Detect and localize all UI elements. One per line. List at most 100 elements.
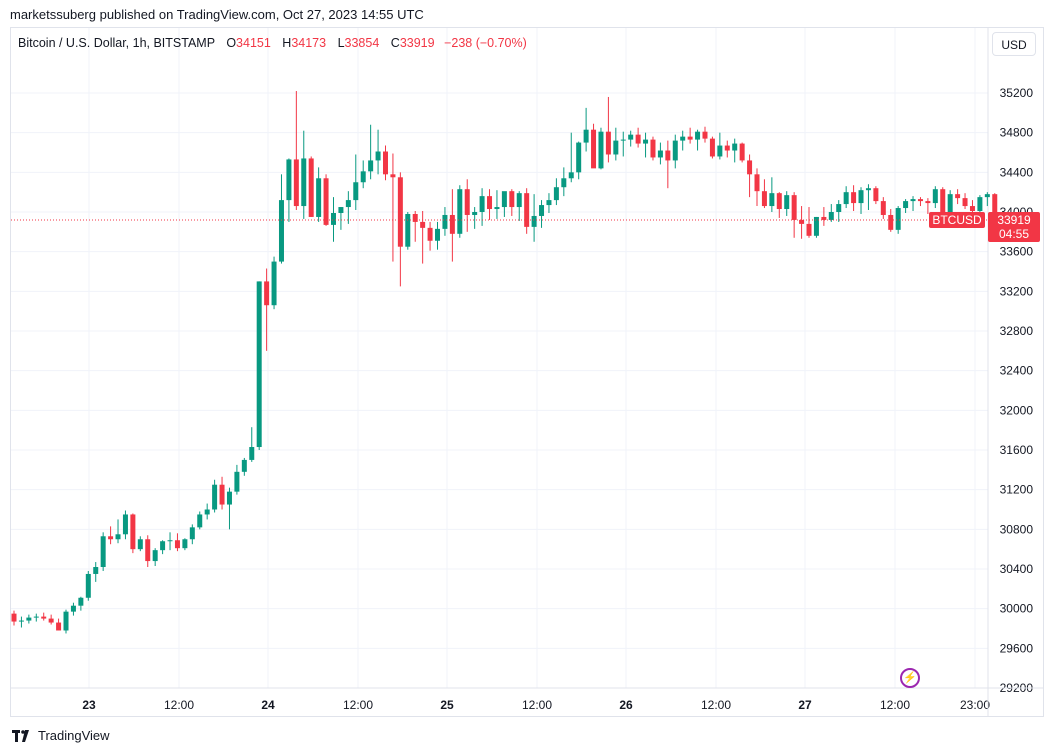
candle-body [524,193,530,227]
candle-body [724,145,730,151]
candle-body [687,136,693,140]
candle-body [219,484,225,505]
candle-body [776,193,782,210]
price-axis-label: 33200 [1000,284,1034,298]
candle-body [301,158,307,207]
candle-body [576,142,582,173]
time-axis-label: 12:00 [522,698,552,712]
candle-body [41,616,47,619]
candle-body [917,199,923,202]
tradingview-logo[interactable]: TradingView [12,728,110,743]
footer-brand: TradingView [38,728,110,743]
candle-body [405,213,411,247]
candle-body [11,613,17,622]
candle-body [48,618,54,623]
candle-body [26,617,32,621]
price-axis-label: 29600 [1000,641,1034,655]
candle-body [962,198,968,207]
time-axis-label: 12:00 [343,698,373,712]
time-axis-label: 26 [619,698,633,712]
candle-body [613,140,619,155]
candle-body [457,189,463,234]
candle-body [293,159,299,207]
candle-body [18,620,24,622]
candle-body [657,150,663,158]
candle-body [553,187,559,201]
candle-body [197,514,203,528]
candle-body [115,534,121,540]
candle-body [427,227,433,241]
candle-body [650,139,656,158]
candle-body [769,193,775,207]
lightning-icon[interactable]: ⚡ [900,668,920,688]
candle-body [241,459,247,472]
candle-body [672,140,678,161]
candle-body [940,189,946,214]
candle-body [308,158,314,217]
price-axis-label: 30400 [1000,562,1034,576]
price-axis-label: 31200 [1000,483,1034,497]
candle-body [212,484,218,510]
candle-body [806,223,812,236]
candle-body [383,151,388,175]
candle-body [286,159,292,201]
candle-body [56,622,62,631]
candle-body [271,261,277,306]
candle-body [695,131,701,140]
candle-body [33,616,39,618]
price-axis-label: 30800 [1000,522,1034,536]
candle-body [932,189,938,204]
candle-body [717,145,723,157]
candle-body [709,138,715,157]
candle-body [747,160,753,175]
candle-body [702,131,708,139]
candle-body [977,197,983,212]
last-price-tag-bg [988,212,1040,243]
candle-body [791,195,797,220]
time-axis-label: 25 [440,698,454,712]
candle-body [442,214,448,229]
candle-body [130,514,136,550]
candle-body [969,206,975,212]
time-axis-label: 27 [798,698,812,712]
candle-body [464,189,470,215]
candle-body [851,192,857,204]
candle-body [375,151,381,161]
price-axis-label: 31600 [1000,443,1034,457]
candle-body [174,540,180,549]
candle-body [947,194,953,214]
candle-body [799,219,805,224]
candle-body [494,207,500,210]
candle-body [323,178,329,225]
candle-body [754,174,760,192]
candle-body [836,204,842,212]
currency-button[interactable]: USD [992,32,1036,56]
candle-body [264,281,270,306]
high-value: 34173 [291,36,327,50]
candle-body [100,536,106,568]
candle-body [256,281,262,448]
candle-body [821,216,827,220]
candle-body [925,201,931,204]
low-label: L [337,36,345,50]
candle-body [865,188,871,191]
candle-body [546,200,552,206]
candle-body [226,491,232,505]
candle-body [732,143,738,151]
candle-body [583,129,589,143]
candle-body [234,471,240,492]
high-label: H [282,36,292,50]
candle-body [828,212,834,220]
close-label: C [390,36,400,50]
publisher-line: marketssuberg published on TradingView.c… [10,7,424,22]
candle-body [63,611,69,631]
candle-body [903,201,909,209]
candle-body [93,567,99,574]
candle-body [665,150,671,161]
price-axis-label: 35200 [1000,86,1034,100]
candle-body [167,540,173,542]
tradingview-icon [12,729,29,742]
change-value: −238 (−0.70%) [444,36,527,50]
candle-body [531,215,537,227]
